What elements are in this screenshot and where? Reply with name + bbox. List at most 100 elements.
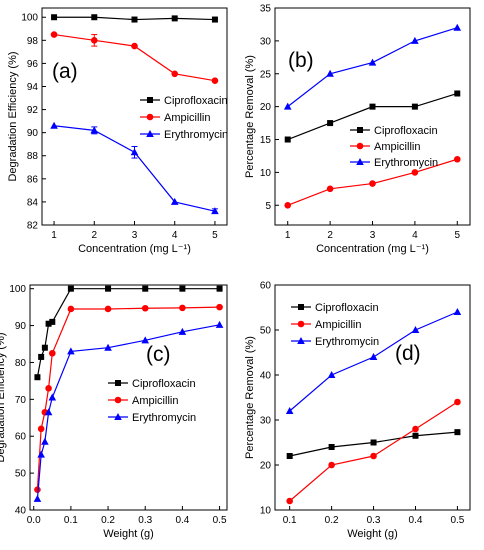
data-point [104,343,112,351]
data-point [326,69,334,77]
y-axis-label: Percentage Removal (%) [244,336,256,459]
legend-marker [146,113,154,121]
data-point [49,349,56,357]
y-tick-label: 100 [9,284,26,295]
data-point [41,344,48,351]
y-tick-label: 50 [260,326,272,337]
legend-marker [356,142,364,150]
data-point [216,303,223,311]
x-tick-label: 3 [132,230,138,241]
series-line [36,288,220,378]
data-point [67,347,75,355]
data-point [50,121,58,129]
legend-marker [297,320,305,328]
data-point [412,425,419,433]
plot-frame [274,7,471,226]
data-point [131,42,138,50]
data-point [51,14,58,21]
data-point [215,320,224,328]
data-point [283,102,292,110]
data-point [327,120,334,127]
data-point [44,408,53,416]
data-point [37,450,45,458]
data-point [33,494,42,502]
data-point [104,305,112,313]
legend-entry: Erythromycin [164,129,228,141]
x-tick-label: 4 [412,230,418,241]
y-tick-label: 100 [21,13,38,24]
data-point [49,318,56,325]
data-point [90,37,98,44]
y-tick-label: 20 [260,461,272,472]
panel-label: (d) [395,342,421,365]
legend: Ciprofloxacin Ampicillin Erythromycin [350,125,438,169]
y-axis-label: Degradation Efficiency (%) [0,332,7,462]
y-tick-label: 10 [260,506,272,517]
data-point [370,439,377,446]
y-tick-label: 96 [27,59,39,70]
y-tick-label: 90 [15,321,27,332]
legend-entry: Ampicillin [132,395,178,407]
data-point [211,16,218,23]
data-series [283,23,462,110]
x-tick-label: 0.1 [64,515,78,526]
legend-marker [114,396,122,404]
data-point [170,197,179,205]
panel-label: (c) [146,343,171,366]
y-tick-label: 40 [260,371,272,382]
legend-marker [297,337,305,344]
legend: Ciprofloxacin Ampicillin Erythromycin [140,95,228,141]
data-point [34,486,41,494]
data-point [328,444,335,450]
x-axis-label: Weight (g) [103,528,154,540]
y-axis-label: Percentage Removal (%) [244,55,256,178]
legend-entry: Erythromycin [315,336,379,348]
data-point [328,461,335,469]
data-point [211,207,219,215]
data-series [286,398,461,505]
data-point [286,453,293,459]
panel-label: (b) [288,49,314,72]
y-tick-label: 30 [260,416,272,427]
y-tick-label: 90 [27,128,39,139]
x-axis-label: Concentration (mg L⁻¹) [78,243,191,255]
series-line [53,33,216,82]
data-point [211,77,219,85]
plot-frame [29,284,228,511]
y-tick-label: 20 [260,102,272,113]
data-point [179,304,186,312]
data-point [453,155,461,163]
data-point [368,58,377,66]
data-series [51,14,218,23]
x-axis-label: Concentration (mg L⁻¹) [316,243,429,255]
data-point [131,16,138,23]
data-point [37,425,45,433]
y-tick-label: 82 [27,221,39,232]
y-tick-label: 30 [260,36,272,47]
x-tick-label: 0.3 [138,515,152,526]
data-point [411,326,420,333]
data-point [171,70,179,78]
data-point [369,103,376,110]
data-point [38,353,45,360]
data-point [454,398,461,406]
plot-frame [274,284,471,511]
x-tick-label: 0.2 [325,515,339,526]
legend-entry: Ciprofloxacin [374,125,438,137]
x-tick-label: 2 [327,230,333,241]
legend-marker [356,158,364,165]
y-tick-label: 35 [260,4,272,15]
legend-entry: Erythromycin [374,157,438,169]
x-tick-label: 5 [455,230,461,241]
data-point [48,393,57,401]
legend-entry: Erythromycin [132,412,196,424]
x-tick-label: 3 [370,230,376,241]
data-point [67,305,75,313]
data-point [411,103,418,110]
legend-marker [114,413,122,420]
y-tick-label: 25 [260,69,272,80]
data-point [370,452,377,460]
legend-entry: Ampicillin [164,112,210,124]
data-point [284,201,292,209]
data-point [34,374,41,381]
